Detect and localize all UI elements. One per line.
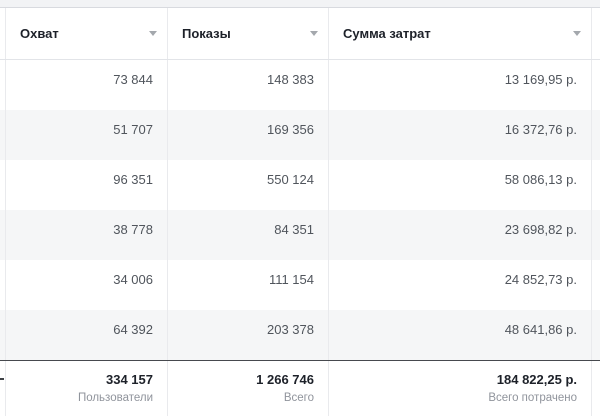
total-reach-value: 334 157 (106, 372, 153, 387)
cell-spend: 48 641,86 р. (329, 310, 592, 360)
total-reach: 334 157 Пользователи (6, 361, 168, 416)
total-spend-value: 184 822,25 р. (496, 372, 577, 387)
table-row: 51 707 169 356 16 372,76 р. (0, 110, 600, 160)
cell-reach: 51 707 (6, 110, 168, 160)
clipped-left-cell (0, 260, 6, 310)
column-header-impressions-label: Показы (182, 26, 231, 41)
cell-spend: 58 086,13 р. (329, 160, 592, 210)
clipped-text-fragment (0, 378, 4, 380)
clipped-right-cell (592, 60, 600, 110)
cell-impressions: 111 154 (168, 260, 329, 310)
cell-reach: 34 006 (6, 260, 168, 310)
chevron-down-icon[interactable] (149, 31, 157, 36)
table-row: 64 392 203 378 48 641,86 р. (0, 310, 600, 360)
cell-impressions: 550 124 (168, 160, 329, 210)
cell-impressions: 203 378 (168, 310, 329, 360)
table-row: 34 006 111 154 24 852,73 р. (0, 260, 600, 310)
total-impressions: 1 266 746 Всего (168, 361, 329, 416)
cell-reach: 38 778 (6, 210, 168, 260)
table-row: 96 351 550 124 58 086,13 р. (0, 160, 600, 210)
clipped-right-cell (592, 260, 600, 310)
total-spend: 184 822,25 р. Всего потрачено (329, 361, 592, 416)
cell-spend: 13 169,95 р. (329, 60, 592, 110)
table-header-row: Охват Показы Сумма затрат (0, 8, 600, 60)
clipped-left-cell (0, 361, 6, 416)
table-row: 38 778 84 351 23 698,82 р. (0, 210, 600, 260)
clipped-right-cell (592, 110, 600, 160)
clipped-right-cell (592, 310, 600, 360)
total-impressions-label: Всего (283, 392, 314, 404)
table-row: 73 844 148 383 13 169,95 р. (0, 60, 600, 110)
cell-spend: 16 372,76 р. (329, 110, 592, 160)
cell-reach: 64 392 (6, 310, 168, 360)
cell-reach: 96 351 (6, 160, 168, 210)
clipped-left-cell (0, 310, 6, 360)
column-header-reach[interactable]: Охват (6, 8, 168, 59)
cell-reach: 73 844 (6, 60, 168, 110)
total-spend-label: Всего потрачено (488, 392, 577, 404)
chevron-down-icon[interactable] (310, 31, 318, 36)
clipped-right-column (592, 8, 600, 59)
chevron-down-icon[interactable] (573, 31, 581, 36)
clipped-left-cell (0, 210, 6, 260)
column-header-reach-label: Охват (20, 26, 59, 41)
clipped-right-cell (592, 160, 600, 210)
top-strip (0, 0, 600, 8)
cell-impressions: 169 356 (168, 110, 329, 160)
metrics-table: Охват Показы Сумма затрат 73 844 148 383… (0, 8, 600, 416)
clipped-right-cell (592, 361, 600, 416)
cell-spend: 23 698,82 р. (329, 210, 592, 260)
column-header-impressions[interactable]: Показы (168, 8, 329, 59)
clipped-right-cell (592, 210, 600, 260)
total-reach-label: Пользователи (77, 392, 153, 404)
clipped-left-cell (0, 110, 6, 160)
totals-row: 334 157 Пользователи 1 266 746 Всего 184… (0, 360, 600, 416)
column-header-spend[interactable]: Сумма затрат (329, 8, 592, 59)
clipped-left-cell (0, 60, 6, 110)
cell-spend: 24 852,73 р. (329, 260, 592, 310)
column-header-spend-label: Сумма затрат (343, 26, 431, 41)
clipped-left-cell (0, 160, 6, 210)
clipped-left-column (0, 8, 6, 59)
total-impressions-value: 1 266 746 (256, 372, 314, 387)
cell-impressions: 148 383 (168, 60, 329, 110)
cell-impressions: 84 351 (168, 210, 329, 260)
